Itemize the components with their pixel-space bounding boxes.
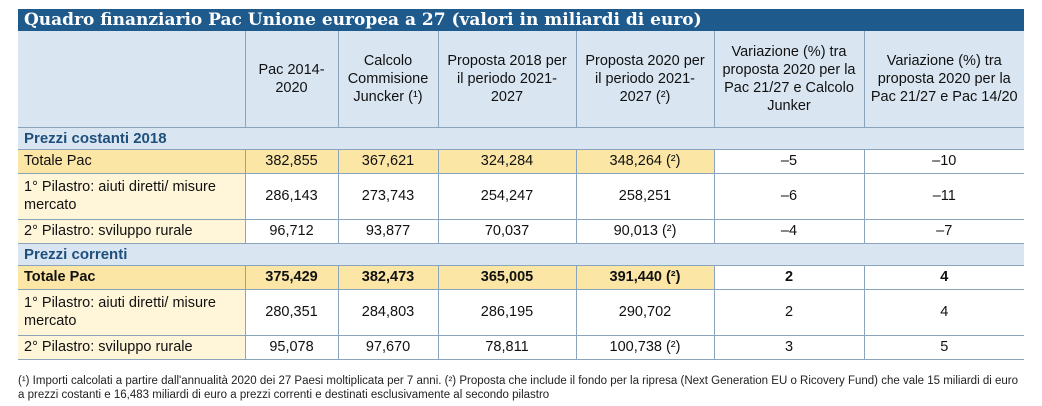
- cell: –4: [714, 219, 865, 244]
- cell: 3: [714, 335, 865, 360]
- cell: 254,247: [438, 173, 577, 220]
- cell: –11: [864, 173, 1024, 220]
- cell: 375,429: [245, 265, 339, 290]
- table-row: Totale Pac 375,429 382,473 365,005 391,4…: [18, 265, 1024, 290]
- header-pac-2014-2020: Pac 2014-2020: [245, 31, 339, 128]
- row-label: 2° Pilastro: sviluppo rurale: [18, 219, 246, 244]
- row-label: Totale Pac: [18, 265, 246, 290]
- table-title: Quadro finanziario Pac Unione europea a …: [18, 9, 1024, 31]
- cell: 286,143: [245, 173, 339, 220]
- table-row: 2° Pilastro: sviluppo rurale 95,078 97,6…: [18, 335, 1024, 360]
- header-variazione-junker: Variazione (%) tra proposta 2020 per la …: [714, 31, 865, 128]
- cell: 4: [864, 289, 1024, 336]
- header-calcolo-juncker: Calcolo Commisione Juncker (¹): [338, 31, 439, 128]
- cell: –5: [714, 149, 865, 174]
- section-title: Prezzi correnti: [18, 243, 1024, 266]
- cell: –10: [864, 149, 1024, 174]
- cell: 5: [864, 335, 1024, 360]
- header-row: Pac 2014-2020 Calcolo Commisione Juncker…: [18, 31, 1024, 128]
- cell: 100,738 (²): [576, 335, 715, 360]
- cell: 382,855: [245, 149, 339, 174]
- row-label: 2° Pilastro: sviluppo rurale: [18, 335, 246, 360]
- cell: 324,284: [438, 149, 577, 174]
- header-proposta-2018: Proposta 2018 per il periodo 2021-2027: [438, 31, 577, 128]
- row-label: 1° Pilastro: aiuti diretti/ misure merca…: [18, 289, 246, 336]
- row-label: 1° Pilastro: aiuti diretti/ misure merca…: [18, 173, 246, 220]
- table-row: 2° Pilastro: sviluppo rurale 96,712 93,8…: [18, 219, 1024, 244]
- cell: –6: [714, 173, 865, 220]
- section-header: Prezzi correnti: [18, 243, 1024, 266]
- cell: 70,037: [438, 219, 577, 244]
- cell: 280,351: [245, 289, 339, 336]
- cell: 286,195: [438, 289, 577, 336]
- cell: 284,803: [338, 289, 439, 336]
- row-label: Totale Pac: [18, 149, 246, 174]
- cell: 258,251: [576, 173, 715, 220]
- cell: 290,702: [576, 289, 715, 336]
- cell: 367,621: [338, 149, 439, 174]
- cell: 2: [714, 289, 865, 336]
- cell: 2: [714, 265, 865, 290]
- cell: 348,264 (²): [576, 149, 715, 174]
- cell: 365,005: [438, 265, 577, 290]
- header-proposta-2020: Proposta 2020 per il periodo 2021-2027 (…: [576, 31, 715, 128]
- footnotes: (¹) Importi calcolati a partire dall'ann…: [18, 375, 1018, 401]
- cell: 90,013 (²): [576, 219, 715, 244]
- header-variazione-pac: Variazione (%) tra proposta 2020 per la …: [864, 31, 1024, 128]
- cell: 273,743: [338, 173, 439, 220]
- cell: 96,712: [245, 219, 339, 244]
- cell: 4: [864, 265, 1024, 290]
- table-row: Totale Pac 382,855 367,621 324,284 348,2…: [18, 149, 1024, 174]
- section-title: Prezzi costanti 2018: [18, 127, 1024, 150]
- table-row: 1° Pilastro: aiuti diretti/ misure merca…: [18, 289, 1024, 336]
- financial-table: Pac 2014-2020 Calcolo Commisione Juncker…: [18, 31, 1024, 360]
- cell: 95,078: [245, 335, 339, 360]
- cell: 93,877: [338, 219, 439, 244]
- table-row: 1° Pilastro: aiuti diretti/ misure merca…: [18, 173, 1024, 220]
- header-blank: [18, 31, 246, 128]
- cell: 391,440 (²): [576, 265, 715, 290]
- section-header: Prezzi costanti 2018: [18, 127, 1024, 150]
- cell: 382,473: [338, 265, 439, 290]
- cell: –7: [864, 219, 1024, 244]
- cell: 78,811: [438, 335, 577, 360]
- cell: 97,670: [338, 335, 439, 360]
